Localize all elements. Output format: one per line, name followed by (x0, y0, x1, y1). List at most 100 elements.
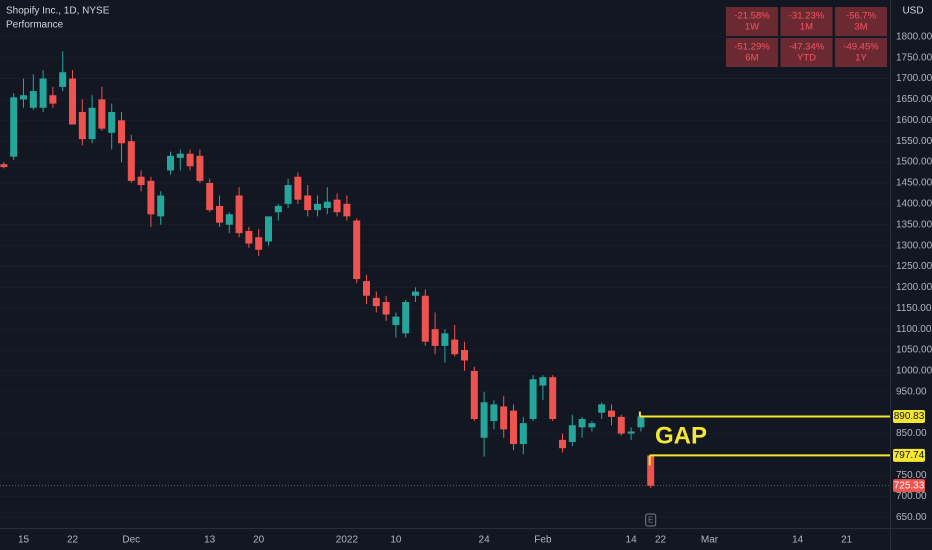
candle-body (627, 431, 635, 434)
x-tick-label: Mar (701, 535, 719, 546)
candle-body (578, 418, 586, 428)
candle-body (39, 78, 47, 108)
candle-body (470, 370, 478, 419)
candle-body (118, 120, 125, 144)
price-label: 890.83 (894, 411, 925, 422)
y-tick-label: 1400.00 (896, 198, 932, 209)
candle-body (206, 182, 214, 211)
x-tick-label: Feb (534, 535, 552, 546)
candle-body (29, 91, 37, 108)
y-tick-label: 1150.00 (896, 303, 932, 314)
candle-body (421, 295, 429, 342)
candle-body (451, 339, 459, 355)
performance-value: -21.58% (734, 11, 770, 22)
y-tick-label: 700.00 (896, 491, 927, 502)
candle-body (637, 416, 645, 428)
price-label: 725.33 (894, 480, 925, 491)
y-tick-label: 1750.00 (896, 52, 932, 63)
candle-body (167, 155, 174, 171)
price-label-bg (893, 410, 925, 424)
candle-body (490, 404, 498, 422)
x-tick-label: 10 (390, 535, 402, 546)
x-tick-label: 22 (67, 535, 79, 546)
candle-body (10, 97, 18, 157)
candle-body (549, 377, 557, 419)
performance-period: 1M (800, 22, 813, 33)
y-tick-label: 950.00 (896, 386, 927, 397)
performance-period: YTD (797, 53, 816, 64)
candle-body (196, 155, 204, 181)
performance-value: -31.23% (789, 11, 825, 22)
candle-body (235, 195, 243, 234)
y-tick-label: 1700.00 (896, 73, 932, 84)
x-tick-label: 14 (626, 535, 638, 546)
candle-body (608, 410, 615, 417)
candle-body (559, 439, 566, 449)
y-tick-label: 1450.00 (896, 178, 932, 189)
y-tick-label: 1050.00 (896, 345, 932, 356)
candle-body (176, 153, 184, 158)
y-tick-label: 1550.00 (896, 136, 932, 147)
x-tick-label: 14 (792, 535, 804, 546)
candle-body (480, 402, 488, 438)
candle-body (353, 220, 361, 280)
candle-body (372, 297, 380, 307)
candle-body (412, 291, 419, 296)
candle-body (431, 329, 439, 346)
performance-period: 1W (745, 22, 759, 33)
candle-body (98, 99, 106, 129)
candle-body (402, 302, 410, 334)
performance-cell (780, 38, 833, 67)
performance-value: -56.7% (846, 11, 877, 22)
y-tick-label: 1000.00 (896, 366, 932, 377)
candle-body (519, 423, 527, 445)
symbol-title: Shopify Inc., 1D, NYSE (6, 6, 110, 17)
y-tick-label: 850.00 (896, 428, 927, 439)
candle-body (88, 107, 96, 140)
performance-cell (835, 38, 887, 67)
performance-period: 6M (745, 53, 758, 64)
performance-cell (835, 7, 887, 36)
x-tick-label: 21 (841, 535, 853, 546)
candle-body (304, 195, 312, 211)
annotation: GAP (655, 422, 707, 449)
candle-body (510, 410, 517, 445)
candle-body (69, 78, 76, 125)
y-tick-label: 1650.00 (896, 94, 932, 105)
candle-body (392, 316, 400, 325)
earnings-icon (645, 513, 657, 527)
performance-cell (726, 38, 778, 67)
y-tick-label: 1500.00 (896, 157, 932, 168)
performance-cell (726, 7, 778, 36)
candle-body (78, 111, 86, 140)
performance-value: -49.45% (843, 42, 879, 53)
candle-body (157, 195, 165, 217)
performance-period: 3M (854, 22, 867, 33)
candle-body (539, 377, 547, 386)
x-tick-label: 20 (253, 535, 265, 546)
x-tick-label: 13 (204, 535, 216, 546)
candle-body (49, 95, 57, 104)
indicator-name: Performance (6, 20, 64, 31)
y-tick-label: 650.00 (896, 512, 927, 523)
price-label-bg (893, 479, 925, 493)
candle-body (137, 176, 145, 186)
y-tick-label: 1200.00 (896, 282, 932, 293)
candle-body (647, 455, 655, 486)
candle-body (20, 95, 27, 100)
candle-body (265, 216, 272, 242)
y-tick-label: 750.00 (896, 470, 927, 481)
candle-body (59, 72, 67, 87)
performance-period: 1Y (855, 53, 867, 64)
y-tick-label: 1300.00 (896, 240, 932, 251)
candle-body (382, 302, 390, 315)
candle-body (216, 205, 223, 223)
y-tick-label: 1250.00 (896, 261, 932, 272)
x-tick-label: 2022 (336, 535, 359, 546)
candle-body (127, 141, 135, 181)
candle-body (588, 423, 596, 428)
price-label: 797.74 (894, 450, 925, 461)
candle-body (108, 111, 116, 133)
